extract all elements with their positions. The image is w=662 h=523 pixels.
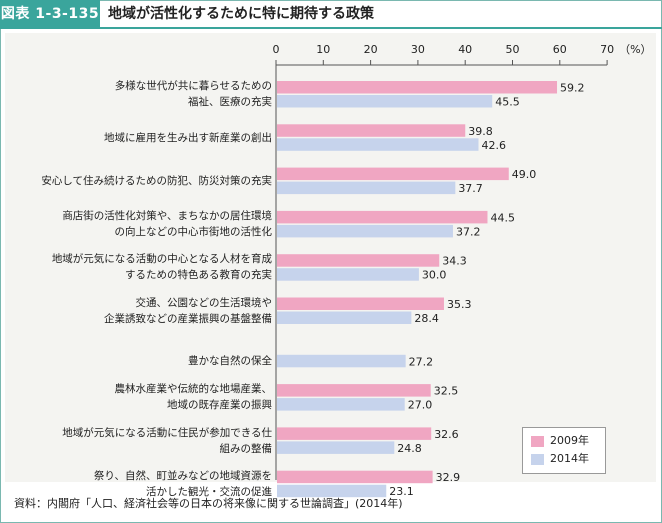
x-tick-label: 60 <box>553 43 567 56</box>
bar-2014 <box>277 181 456 195</box>
data-label: 34.3 <box>442 255 467 268</box>
data-label: 32.9 <box>436 471 461 484</box>
category-label: 祭り、自然、町並みなどの地域資源を活かした観光・交流の促進 <box>22 468 272 500</box>
category-label-line: 地域の既存産業の振興 <box>167 399 272 412</box>
bar-2014 <box>277 354 406 368</box>
bar-2009 <box>277 384 431 397</box>
bar-2014 <box>277 268 419 281</box>
category-label: 交通、公園などの生活環境や企業誘致などの産業振興の基盤整備 <box>22 295 272 327</box>
category-label-line: 活かした観光・交流の促進 <box>146 485 272 498</box>
category-label-line: するための特色ある教育の充実 <box>125 269 272 282</box>
category-label: 農林水産業や伝統的な地場産業、地域の既存産業の振興 <box>22 381 273 413</box>
category-label-line: 地域が元気になる活動に住民が参加できる仕 <box>62 426 272 439</box>
category-label-line: 豊かな自然の保全 <box>188 355 272 368</box>
category-label: 地域が元気になる活動に住民が参加できる仕組みの整備 <box>22 425 272 457</box>
bar-2014 <box>277 224 453 238</box>
legend-label-2014: 2014年 <box>550 452 589 465</box>
legend-swatch-2009 <box>531 435 544 447</box>
category-label: 安心して住み続けるための防犯、防災対策の充実 <box>22 173 272 189</box>
bar-2014 <box>277 95 493 108</box>
data-label: 49.0 <box>512 168 537 181</box>
data-label: 30.0 <box>422 269 447 282</box>
x-tick-label: 0 <box>273 43 280 56</box>
category-label-line: 地域に雇用を生み出す新産業の創出 <box>104 131 272 144</box>
data-label: 27.0 <box>408 399 433 412</box>
category-label-line: 農林水産業や伝統的な地場産業、 <box>114 383 273 396</box>
data-label: 45.5 <box>495 96 519 109</box>
bar-2009 <box>277 124 466 137</box>
data-label: 27.2 <box>409 355 434 368</box>
x-tick-label: 40 <box>458 43 472 56</box>
category-label-line: 地域が元気になる活動の中心となる人材を育成 <box>51 253 272 266</box>
category-label-line: 祭り、自然、町並みなどの地域資源を <box>93 469 272 482</box>
figure-label: 図表 1-3-135 <box>0 0 100 28</box>
x-tick-label: 20 <box>364 43 378 56</box>
bar-2014 <box>277 441 395 454</box>
unit-label: （%） <box>619 43 651 56</box>
data-label: 24.8 <box>397 442 422 455</box>
legend-item-2014: 2014年 <box>531 452 589 466</box>
category-label-line: 多様な世代が共に暮らせるための <box>114 80 272 93</box>
category-label: 多様な世代が共に暮らせるための福祉、医療の充実 <box>22 78 272 110</box>
category-label-line: 交通、公園などの生活環境や <box>135 296 273 309</box>
legend-item-2009: 2009年 <box>531 434 589 448</box>
category-label-line: 福祉、医療の充実 <box>188 96 272 109</box>
bar-2009 <box>277 167 509 181</box>
data-label: 35.3 <box>447 298 472 311</box>
bar-2014 <box>277 138 479 151</box>
category-label-line: 組みの整備 <box>219 442 273 455</box>
legend-swatch-2014 <box>531 453 544 465</box>
category-label: 地域に雇用を生み出す新産業の創出 <box>22 130 272 146</box>
bar-2009 <box>277 427 432 440</box>
data-label: 23.1 <box>389 485 414 498</box>
x-tick-label: 50 <box>506 43 520 56</box>
data-label: 39.8 <box>468 125 493 138</box>
x-tick-label: 10 <box>316 43 330 56</box>
data-label: 44.5 <box>490 211 515 224</box>
category-label-line: 安心して住み続けるための防犯、防災対策の充実 <box>41 174 272 187</box>
category-label-line: の向上などの中心市街地の活性化 <box>114 226 273 239</box>
bar-2009 <box>277 254 440 267</box>
legend: 2009年 2014年 <box>522 427 606 474</box>
legend-label-2009: 2009年 <box>550 434 589 447</box>
x-tick-label: 70 <box>600 43 614 56</box>
data-label: 28.4 <box>414 312 439 325</box>
source-note: 資料：内閣府「人口、経済社会等の日本の将来像に関する世論調査」(2014年) <box>14 497 403 510</box>
data-label: 42.6 <box>481 139 506 152</box>
category-label: 地域が元気になる活動の中心となる人材を育成するための特色ある教育の充実 <box>22 251 272 283</box>
header-divider <box>0 27 662 29</box>
bar-2014 <box>277 311 412 324</box>
figure-title: 地域が活性化するために特に期待する政策 <box>108 6 374 22</box>
bar-2009 <box>277 470 433 484</box>
bar-2014 <box>277 484 387 498</box>
data-label: 37.2 <box>456 225 481 238</box>
bar-2009 <box>277 297 444 310</box>
category-label-line: 企業誘致などの産業振興の基盤整備 <box>104 312 272 325</box>
data-label: 32.6 <box>434 428 459 441</box>
category-label: 豊かな自然の保全 <box>22 353 272 369</box>
data-label: 59.2 <box>560 82 585 95</box>
category-label-line: 商店街の活性化対策や、まちなかの居住環境 <box>62 210 272 223</box>
bar-2014 <box>277 398 405 411</box>
data-label: 32.5 <box>434 385 459 398</box>
bar-2009 <box>277 210 488 224</box>
category-label: 商店街の活性化対策や、まちなかの居住環境の向上などの中心市街地の活性化 <box>22 208 272 240</box>
bar-2009 <box>277 81 558 94</box>
x-tick-label: 30 <box>411 43 425 56</box>
data-label: 37.7 <box>458 182 483 195</box>
figure-header: 図表 1-3-135 地域が活性化するために特に期待する政策 <box>0 0 662 29</box>
